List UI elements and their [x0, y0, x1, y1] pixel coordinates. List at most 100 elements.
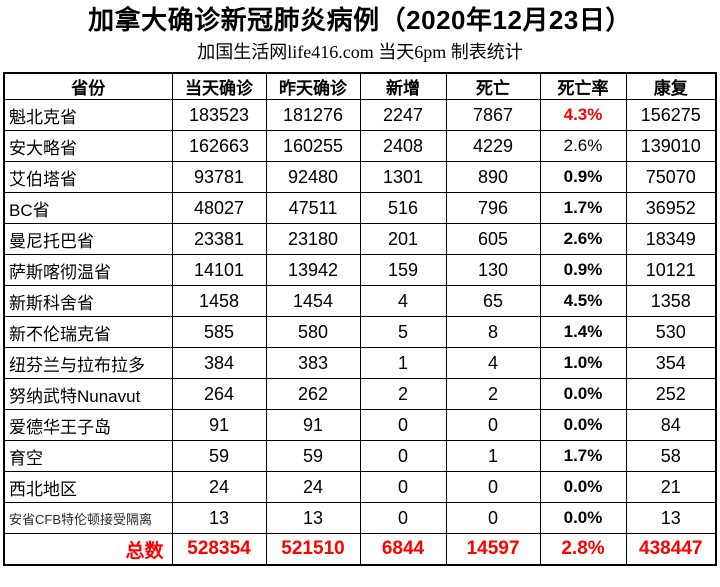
- cell-province: 新不伦瑞克省: [3, 316, 173, 348]
- cell-death-rate: 0.0%: [539, 471, 627, 503]
- cell-death-rate: 1.4%: [539, 316, 627, 348]
- cell-today-confirmed: 264: [171, 378, 267, 410]
- table-row: 安大略省 162663 160255 2408 4229 2.6% 139010: [3, 130, 717, 162]
- cell-death-rate: 1.7%: [539, 192, 627, 224]
- cell-recovered: 156275: [625, 99, 717, 131]
- cell-death-rate: 0.9%: [539, 161, 627, 193]
- cell-new-cases: 0: [359, 440, 447, 472]
- cell-province: 努纳武特Nunavut: [3, 378, 173, 410]
- cell-today-confirmed: 93781: [171, 161, 267, 193]
- cell-today-confirmed: 162663: [171, 130, 267, 162]
- table-row: 魁北克省 183523 181276 2247 7867 4.3% 156275: [3, 99, 717, 131]
- cell-recovered: 10121: [625, 254, 717, 286]
- cell-yesterday-confirmed: 92480: [265, 161, 361, 193]
- table-row: 育空 59 59 0 1 1.7% 58: [3, 440, 717, 472]
- cell-death-rate: 0.0%: [539, 409, 627, 441]
- cell-deaths: 0: [445, 409, 541, 441]
- cell-yesterday-confirmed: 160255: [265, 130, 361, 162]
- cell-death-rate: 1.7%: [539, 440, 627, 472]
- cell-province: 萨斯喀彻温省: [3, 254, 173, 286]
- table-row: BC省 48027 47511 516 796 1.7% 36952: [3, 192, 717, 224]
- cell-province: 安省CFB特伦顿接受隔离: [3, 502, 173, 534]
- total-row: 总数 528354 521510 6844 14597 2.8% 438447: [3, 533, 717, 566]
- cell-province: 西北地区: [3, 471, 173, 503]
- cell-yesterday-confirmed: 91: [265, 409, 361, 441]
- cell-deaths: 890: [445, 161, 541, 193]
- table-body: 魁北克省 183523 181276 2247 7867 4.3% 156275 安大略省 16…: [3, 99, 717, 534]
- cell-recovered: 354: [625, 347, 717, 379]
- column-header-new-cases: 新增: [359, 72, 447, 100]
- cell-province: 育空: [3, 440, 173, 472]
- column-header-recovered: 康复: [625, 72, 717, 100]
- cell-yesterday-confirmed: 59: [265, 440, 361, 472]
- total-deaths: 14597: [445, 533, 541, 566]
- cell-today-confirmed: 59: [171, 440, 267, 472]
- column-header-death-rate: 死亡率: [539, 72, 627, 100]
- cell-new-cases: 5: [359, 316, 447, 348]
- column-header-today-confirmed: 当天确诊: [171, 72, 267, 100]
- cell-recovered: 84: [625, 409, 717, 441]
- cell-yesterday-confirmed: 1454: [265, 285, 361, 317]
- cell-deaths: 130: [445, 254, 541, 286]
- table-row: 爱德华王子岛 91 91 0 0 0.0% 84: [3, 409, 717, 441]
- cell-province: BC省: [3, 192, 173, 224]
- cell-new-cases: 1: [359, 347, 447, 379]
- cell-new-cases: 0: [359, 409, 447, 441]
- cell-recovered: 252: [625, 378, 717, 410]
- total-new-cases: 6844: [359, 533, 447, 566]
- total-yesterday-confirmed: 521510: [265, 533, 361, 566]
- cell-yesterday-confirmed: 181276: [265, 99, 361, 131]
- cell-recovered: 18349: [625, 223, 717, 255]
- cell-today-confirmed: 585: [171, 316, 267, 348]
- subtitle-source-credit: 加国生活网life416.com 当天6pm 制表统计: [197, 42, 523, 62]
- cell-recovered: 75070: [625, 161, 717, 193]
- cell-deaths: 2: [445, 378, 541, 410]
- total-death-rate: 2.8%: [539, 533, 627, 566]
- cell-yesterday-confirmed: 262: [265, 378, 361, 410]
- cell-death-rate: 4.3%: [539, 99, 627, 131]
- column-header-province: 省份: [3, 72, 173, 100]
- cell-recovered: 13: [625, 502, 717, 534]
- table-row: 新斯科舍省 1458 1454 4 65 4.5% 1358: [3, 285, 717, 317]
- cell-province: 曼尼托巴省: [3, 223, 173, 255]
- table-row: 曼尼托巴省 23381 23180 201 605 2.6% 18349: [3, 223, 717, 255]
- cell-province: 艾伯塔省: [3, 161, 173, 193]
- cell-new-cases: 201: [359, 223, 447, 255]
- cell-today-confirmed: 183523: [171, 99, 267, 131]
- cell-new-cases: 2247: [359, 99, 447, 131]
- cell-deaths: 8: [445, 316, 541, 348]
- column-header-yesterday-confirmed: 昨天确诊: [265, 72, 361, 100]
- cell-province: 纽芬兰与拉布拉多: [3, 347, 173, 379]
- cell-yesterday-confirmed: 580: [265, 316, 361, 348]
- table-row: 西北地区 24 24 0 0 0.0% 21: [3, 471, 717, 503]
- cell-new-cases: 4: [359, 285, 447, 317]
- header-row: 省份 当天确诊 昨天确诊 新增 死亡 死亡率 康复: [3, 72, 717, 100]
- cell-deaths: 4: [445, 347, 541, 379]
- cell-new-cases: 2408: [359, 130, 447, 162]
- cell-yesterday-confirmed: 23180: [265, 223, 361, 255]
- page-title: 加拿大确诊新冠肺炎病例（2020年12月23日）: [88, 5, 632, 35]
- table-row: 艾伯塔省 93781 92480 1301 890 0.9% 75070: [3, 161, 717, 193]
- cell-death-rate: 1.0%: [539, 347, 627, 379]
- cell-today-confirmed: 14101: [171, 254, 267, 286]
- cell-deaths: 4229: [445, 130, 541, 162]
- cell-new-cases: 0: [359, 471, 447, 503]
- cell-today-confirmed: 24: [171, 471, 267, 503]
- table-row: 纽芬兰与拉布拉多 384 383 1 4 1.0% 354: [3, 347, 717, 379]
- covid-cases-table: 省份 当天确诊 昨天确诊 新增 死亡 死亡率 康复 魁北克省 183523 1812…: [3, 72, 717, 566]
- cell-deaths: 0: [445, 471, 541, 503]
- cell-today-confirmed: 48027: [171, 192, 267, 224]
- cell-today-confirmed: 384: [171, 347, 267, 379]
- total-label: 总数: [3, 533, 173, 566]
- cell-deaths: 0: [445, 502, 541, 534]
- cell-death-rate: 4.5%: [539, 285, 627, 317]
- cell-province: 安大略省: [3, 130, 173, 162]
- cell-province: 新斯科舍省: [3, 285, 173, 317]
- table-row: 安省CFB特伦顿接受隔离 13 13 0 0 0.0% 13: [3, 502, 717, 534]
- cell-death-rate: 2.6%: [539, 130, 627, 162]
- cell-recovered: 21: [625, 471, 717, 503]
- cell-recovered: 58: [625, 440, 717, 472]
- cell-today-confirmed: 13: [171, 502, 267, 534]
- cell-yesterday-confirmed: 24: [265, 471, 361, 503]
- cell-death-rate: 0.0%: [539, 502, 627, 534]
